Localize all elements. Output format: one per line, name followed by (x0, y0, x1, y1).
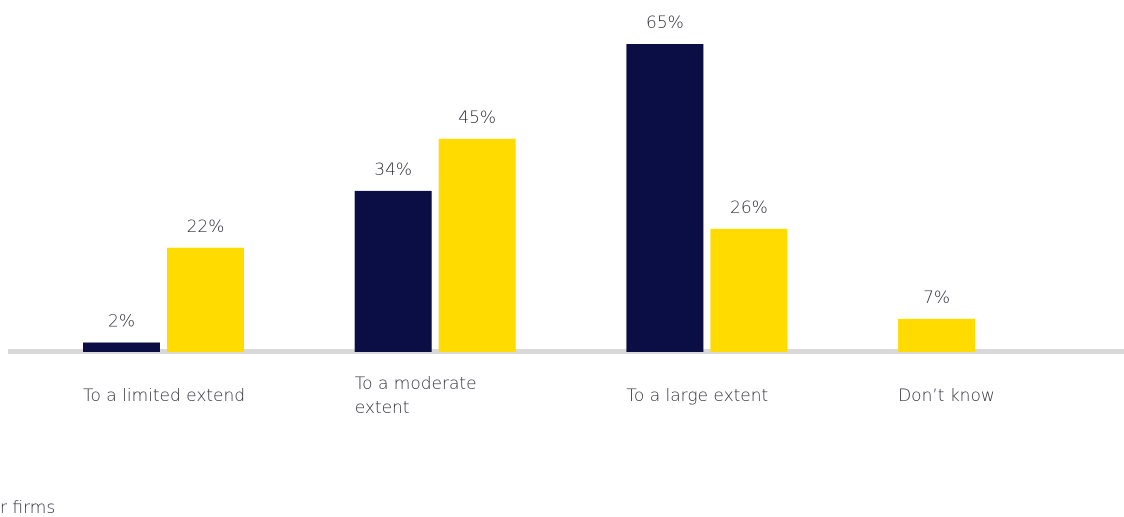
bar (354, 190, 432, 352)
bar (167, 247, 244, 352)
x-tick-label: Don’t know (898, 386, 995, 406)
data-label: 2% (108, 312, 135, 332)
bar (83, 342, 160, 352)
bar (626, 44, 704, 352)
x-tick-label: To a large extent (626, 386, 769, 406)
data-label: 65% (646, 13, 684, 33)
x-axis-line (8, 349, 1124, 354)
bar (898, 318, 976, 352)
data-label: 45% (458, 108, 496, 128)
data-label: 22% (187, 217, 225, 237)
x-tick-label: To a moderate extent (354, 374, 477, 418)
data-label: 34% (374, 160, 412, 180)
footnote: r firms (0, 498, 56, 517)
x-tick-label: To a limited extend (83, 386, 246, 406)
data-label: 7% (923, 288, 950, 308)
bar (438, 138, 516, 352)
bar (710, 228, 788, 352)
data-label: 26% (730, 198, 768, 218)
